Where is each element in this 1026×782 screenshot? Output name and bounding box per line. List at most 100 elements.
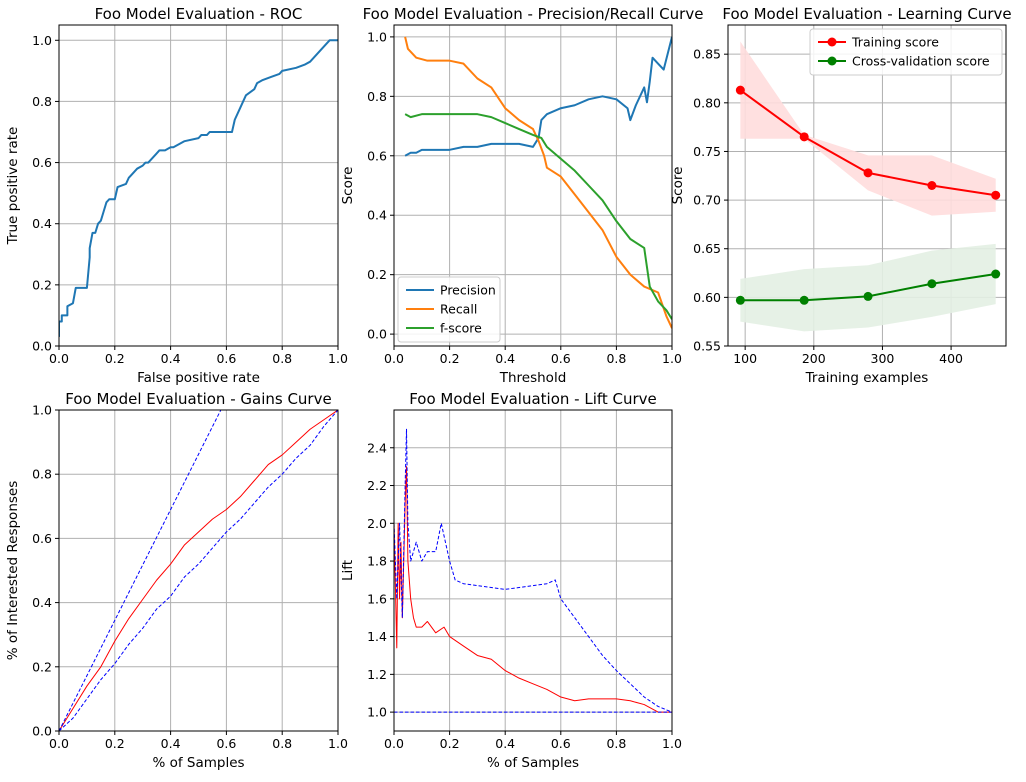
legend-box (397, 276, 501, 343)
x-tick-label: 0.4 (161, 351, 181, 366)
x-tick-label: 0.4 (495, 351, 515, 366)
x-tick-label: 1.0 (662, 351, 682, 366)
x-tick-label: 100 (733, 351, 757, 366)
y-tick-label: 0.85 (693, 47, 721, 62)
y-tick-label: 0.55 (693, 339, 721, 354)
y-tick-label: 1.6 (367, 591, 387, 606)
x-tick-label: 1.0 (662, 736, 682, 751)
y-tick-label: 0.8 (367, 89, 387, 104)
y-tick-label: 0.8 (32, 467, 52, 482)
data-point (991, 269, 1001, 279)
legend-marker (827, 37, 837, 47)
y-tick-label: 0.6 (32, 155, 52, 170)
y-tick-label: 0.4 (367, 208, 387, 223)
y-tick-label: 0.75 (693, 144, 721, 159)
plot-area (59, 39, 338, 337)
x-tick-label: 0.8 (272, 351, 292, 366)
x-tick-label: 0.6 (216, 351, 236, 366)
series-line (59, 39, 338, 337)
x-tick-label: 0.2 (105, 351, 125, 366)
y-axis-label: Lift (340, 560, 356, 581)
chart-title: Foo Model Evaluation - Learning Curve (722, 5, 1011, 23)
legend-label: Cross-validation score (852, 54, 990, 69)
data-point (735, 85, 745, 95)
y-tick-label: 1.0 (32, 33, 52, 48)
series-line (59, 410, 338, 731)
x-tick-label: 0.4 (161, 736, 181, 751)
axes-frame (727, 24, 1007, 347)
axes-frame (58, 409, 339, 732)
series-line (404, 36, 672, 329)
chart-roc: 0.0 0.2 0.4 0.6 0.8 1.0 0.0 0.2 0.4 0.6 0.8 1.0 Foo … (5, 5, 348, 386)
x-tick-label: 300 (871, 351, 895, 366)
y-tick-label: 1.2 (367, 667, 387, 682)
x-axis-label: Training examples (805, 370, 929, 386)
y-tick-label: 2.2 (367, 478, 387, 493)
x-tick-label: 0.6 (216, 736, 236, 751)
data-point (927, 279, 937, 289)
legend-label: f-score (440, 321, 482, 336)
legend-label: Recall (440, 302, 477, 317)
series-line (404, 36, 672, 157)
grid (58, 25, 339, 347)
x-tick-label: 0.0 (49, 351, 69, 366)
x-axis-label: % of Samples (487, 755, 579, 771)
x-tick-label: 1.0 (328, 736, 348, 751)
x-tick-label: 0.6 (551, 351, 571, 366)
legend-label: Training score (851, 35, 939, 50)
x-tick-label: 0.8 (606, 351, 626, 366)
y-tick-label: 0.6 (32, 531, 52, 546)
plot-area (59, 410, 338, 731)
chart-title: Foo Model Evaluation - Gains Curve (65, 390, 331, 408)
x-tick-label: 0.2 (440, 351, 460, 366)
axes-frame (393, 24, 673, 347)
series-line (394, 428, 672, 713)
legend: Precision Recall f-score (397, 276, 501, 343)
y-tick-label: 0.2 (32, 277, 52, 292)
x-tick-label: 200 (802, 351, 826, 366)
chart-title: Foo Model Evaluation - ROC (95, 5, 303, 23)
x-tick-label: 0.6 (551, 736, 571, 751)
y-tick-label: 1.0 (367, 705, 387, 720)
y-tick-label: 1.0 (367, 29, 387, 44)
y-axis-label: Score (670, 167, 686, 205)
y-tick-label: 0.4 (32, 595, 52, 610)
legend-marker (827, 56, 837, 66)
series-band (740, 41, 996, 216)
y-tick-label: 0.0 (367, 327, 387, 342)
x-tick-label: 1.0 (328, 351, 348, 366)
plot-area (394, 428, 672, 713)
y-tick-label: 0.6 (367, 148, 387, 163)
chart-learning: 100 200 300 400 0.55 0.60 0.65 0.70 0.75 0.80 0.85… (670, 5, 1012, 386)
x-axis-label: % of Samples (152, 755, 244, 771)
series-line (59, 410, 338, 731)
x-tick-label: 0.0 (384, 351, 404, 366)
y-tick-label: 1.0 (32, 403, 52, 418)
chart-prc: 0.0 0.2 0.4 0.6 0.8 1.0 0.0 0.2 0.4 0.6 0.8 1.0 Foo … (340, 5, 703, 386)
x-tick-label: 0.0 (384, 736, 404, 751)
legend-box (809, 28, 1003, 76)
y-tick-label: 0.0 (32, 339, 52, 354)
data-point (799, 295, 809, 305)
data-point (735, 295, 745, 305)
x-tick-label: 400 (939, 351, 963, 366)
y-tick-label: 0.0 (32, 724, 52, 739)
x-tick-label: 0.8 (606, 736, 626, 751)
x-tick-label: 0.2 (440, 736, 460, 751)
y-tick-label: 2.4 (367, 440, 387, 455)
x-tick-label: 0.0 (49, 736, 69, 751)
y-tick-label: 0.70 (693, 193, 721, 208)
y-tick-label: 0.65 (693, 241, 721, 256)
y-tick-label: 1.8 (367, 554, 387, 569)
legend: Training score Cross-validation score (809, 28, 1003, 76)
series-band (740, 243, 996, 332)
y-tick-label: 0.2 (367, 267, 387, 282)
x-axis-label: Threshold (499, 370, 567, 386)
axes-frame (393, 409, 673, 732)
series-line (59, 410, 222, 731)
x-tick-label: 0.4 (495, 736, 515, 751)
axes-frame (58, 24, 339, 347)
y-tick-label: 1.4 (367, 629, 387, 644)
y-tick-label: 0.4 (32, 216, 52, 231)
chart-lift: 0.0 0.2 0.4 0.6 0.8 1.0 1.0 1.2 1.4 1.6 1.8 2.0 2.2 2… (340, 390, 682, 771)
